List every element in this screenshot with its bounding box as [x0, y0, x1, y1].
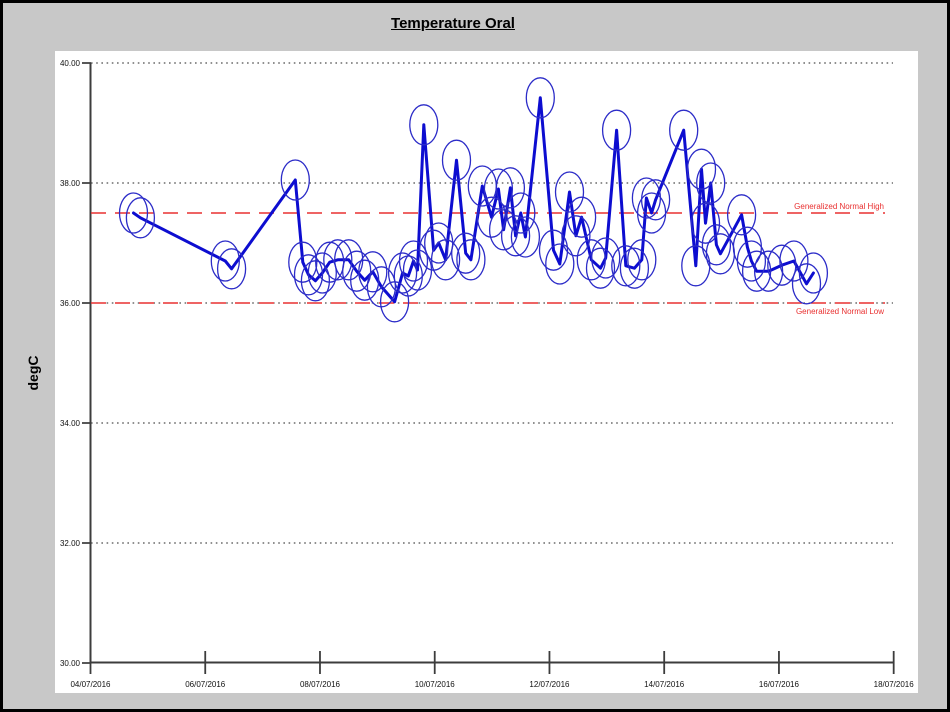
data-point-marker [545, 243, 575, 285]
data-point-marker [441, 139, 472, 181]
data-point-marker [701, 224, 732, 266]
data-point-marker [495, 167, 526, 209]
data-point-marker [451, 232, 481, 274]
data-point-marker [619, 247, 650, 289]
data-point-marker [779, 240, 809, 282]
data-point-marker [456, 239, 486, 281]
data-point-marker [358, 251, 388, 293]
data-point-marker [591, 237, 621, 279]
data-point-marker [576, 239, 606, 281]
data-point-marker [561, 215, 591, 257]
data-point-marker [430, 239, 461, 281]
data-point-marker [342, 250, 372, 292]
temperature-line-chart: 40.00 38.00 36.00 34.00 32.00 30.00 04/07/2016… [60, 59, 915, 689]
data-point-marker [566, 196, 597, 238]
data-point-marker [601, 109, 632, 151]
data-point-marker [506, 192, 536, 234]
data-point-marker [216, 248, 247, 290]
x-tick-label: 14/07/2016 [644, 680, 685, 689]
data-point-marker [554, 171, 585, 213]
data-point-marker [741, 250, 772, 292]
data-point-marker [125, 197, 156, 239]
data-point-marker [409, 104, 439, 146]
data-point-marker [350, 259, 380, 301]
x-tick-label: 16/07/2016 [759, 680, 800, 689]
reference-line-label: Generalized Normal High [794, 202, 884, 211]
data-point-marker [288, 241, 318, 283]
data-point-marker [293, 254, 324, 296]
data-point-marker [686, 148, 717, 190]
x-tick-label: 08/07/2016 [300, 680, 341, 689]
data-point-marker [726, 194, 757, 236]
data-point-marker [585, 247, 616, 289]
x-tick-label: 12/07/2016 [529, 680, 570, 689]
y-tick-label: 38.00 [60, 179, 81, 188]
data-point-marker [210, 240, 240, 282]
data-point-marker [627, 239, 657, 281]
plot-panel [55, 51, 918, 693]
y-tick-label: 36.00 [60, 299, 81, 308]
data-point-marker [669, 109, 699, 151]
chart-title: Temperature Oral [391, 15, 515, 32]
y-tick-label: 40.00 [60, 59, 81, 68]
x-tick-label: 10/07/2016 [415, 680, 456, 689]
data-point-marker [525, 77, 555, 119]
data-point-marker [736, 240, 767, 282]
data-point-marker [500, 215, 531, 257]
data-point-marker [753, 250, 784, 292]
data-point-marker [307, 252, 337, 294]
x-tick-label: 06/07/2016 [185, 680, 226, 689]
data-point-marker [538, 229, 569, 271]
data-point-marker [387, 252, 418, 294]
data-point-marker [398, 240, 429, 282]
data-point-marker [640, 179, 671, 221]
y-tick-label: 34.00 [60, 419, 81, 428]
data-point-marker [323, 239, 353, 281]
temperature-series-line [132, 96, 815, 304]
data-point-marker [118, 192, 149, 234]
data-point-marker [767, 244, 797, 286]
data-point-marker [280, 159, 310, 201]
data-point-marker [690, 202, 721, 244]
data-point-marker [611, 245, 641, 287]
data-point-marker [510, 216, 541, 258]
data-point-marker [791, 263, 822, 305]
y-tick-label: 30.00 [60, 659, 81, 668]
x-tick-label: 18/07/2016 [874, 680, 915, 689]
data-point-marker [483, 168, 514, 210]
reference-line-label: Generalized Normal Low [796, 307, 884, 316]
y-tick-label: 32.00 [60, 539, 81, 548]
data-point-marker [488, 209, 519, 251]
x-tick-label: 04/07/2016 [70, 680, 111, 689]
data-point-marker [798, 252, 829, 294]
data-point-marker [476, 196, 507, 238]
data-point-marker [696, 162, 726, 204]
